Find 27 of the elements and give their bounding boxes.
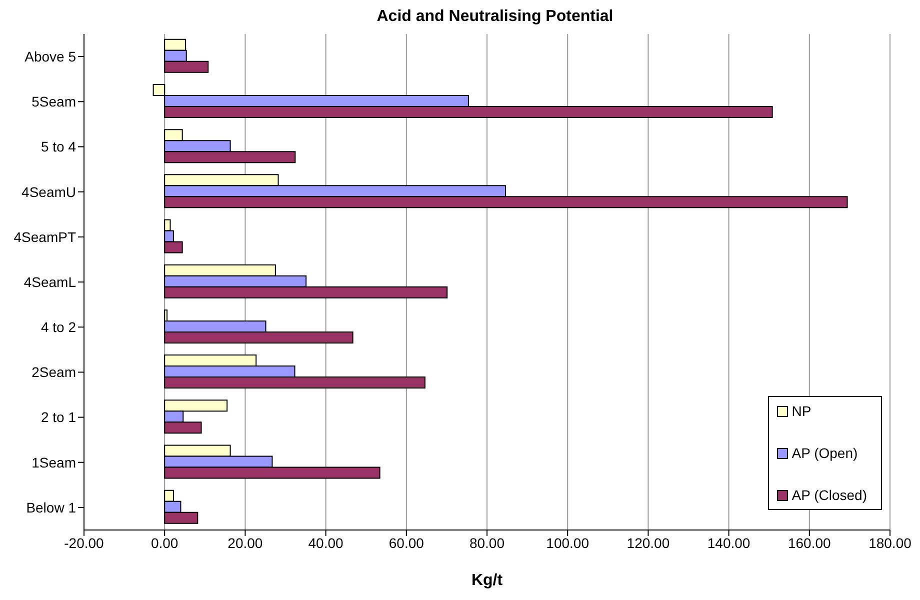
y-tick-label: 1Seam (32, 454, 76, 470)
y-tick-label: 4SeamL (24, 274, 76, 290)
legend-label: NP (792, 403, 812, 419)
x-tick-label: 120.00 (626, 534, 670, 551)
x-tick-label: 160.00 (788, 534, 832, 551)
x-tick-label: 0.00 (150, 534, 178, 551)
x-tick-label: 80.00 (469, 534, 505, 551)
x-tick-label: 100.00 (546, 534, 590, 551)
y-tick-label: 5 to 4 (40, 138, 76, 155)
y-tick-label: 2Seam (32, 364, 76, 380)
x-tick-label: 40.00 (308, 534, 344, 551)
x-tick-label: 60.00 (388, 534, 424, 551)
y-tick-label: 4SeamPT (14, 228, 76, 245)
x-axis-title: Kg/t (471, 572, 504, 589)
x-tick-label: 180.00 (868, 534, 912, 551)
y-tick-label: Above 5 (24, 48, 76, 65)
chart-title: Acid and Neutralising Potential (376, 8, 614, 26)
y-tick-label: 2 to 1 (40, 409, 76, 426)
y-tick-label: 4SeamU (22, 184, 76, 200)
legend-label: AP (Closed) (792, 487, 867, 503)
y-tick-label: 5Seam (32, 94, 76, 110)
y-tick-label: 4 to 2 (40, 319, 76, 336)
x-tick-label: 140.00 (707, 534, 750, 551)
legend-label: AP (Open) (792, 445, 858, 461)
x-tick-label: 20.00 (228, 534, 263, 551)
y-tick-label: Below 1 (26, 499, 76, 516)
x-tick-label: -20.00 (64, 534, 104, 551)
